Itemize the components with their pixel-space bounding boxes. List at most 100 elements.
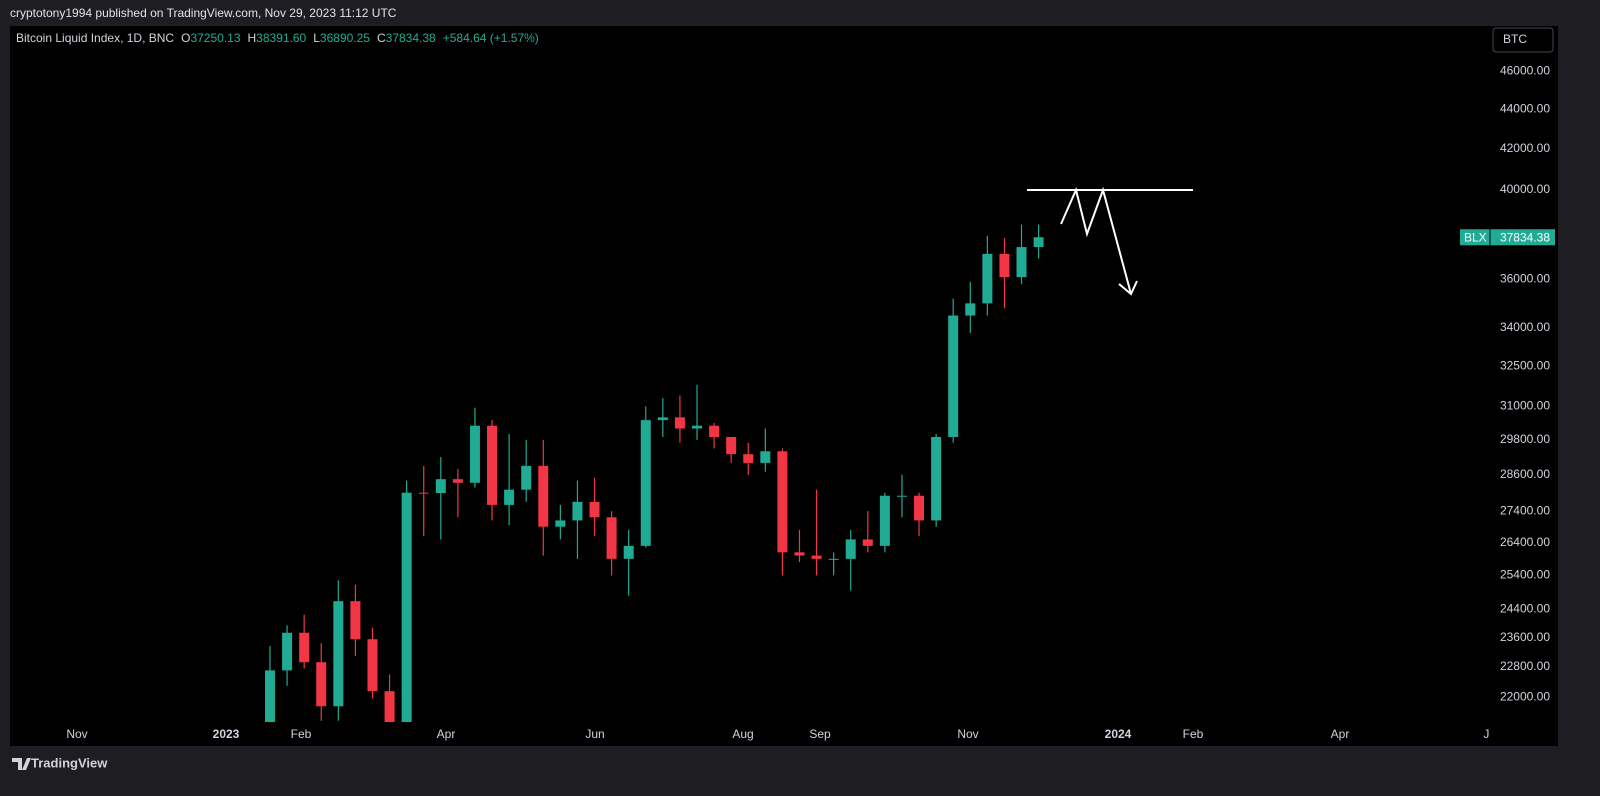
x-axis: Nov 2023 Feb Apr Jun Aug Sep Nov 2024 Feb Apr Jun xyxy=(66,727,1502,741)
candle-body xyxy=(999,253,1010,278)
x-tick-label: Nov xyxy=(66,727,87,741)
y-tick-label: 24400.00 xyxy=(1500,602,1550,616)
x-tick-label: Sep xyxy=(809,727,831,741)
y-tick-label: 40000.00 xyxy=(1500,182,1550,196)
x-tick-label: 2024 xyxy=(1105,727,1132,741)
candle-body xyxy=(709,425,720,437)
candle-body xyxy=(623,545,634,559)
legend: Bitcoin Liquid Index, 1D, BNC O 37250.13 H… xyxy=(16,31,539,45)
last-price-tag: BLX 37834.38 xyxy=(1460,229,1555,246)
price-tag-bg xyxy=(1460,229,1555,246)
candle-body xyxy=(657,417,668,421)
y-tick-label: 32500.00 xyxy=(1500,358,1550,372)
y-tick-label: 36000.00 xyxy=(1500,272,1550,286)
candle-body xyxy=(1033,237,1044,248)
x-tick-label: 2023 xyxy=(213,727,240,741)
x-tick-label: Jun xyxy=(1483,727,1502,741)
legend-value: 37834.38 xyxy=(386,31,436,45)
y-tick-label: 26400.00 xyxy=(1500,535,1550,549)
candle-body xyxy=(879,495,890,546)
legend-value: 36890.25 xyxy=(320,31,370,45)
candle-body xyxy=(265,670,275,722)
y-tick-label: 31000.00 xyxy=(1500,399,1550,413)
candle-body xyxy=(401,492,412,722)
candle-body xyxy=(299,632,310,663)
candle-body xyxy=(469,425,480,483)
candle-body xyxy=(692,425,702,429)
y-tick-label: 22000.00 xyxy=(1500,690,1550,704)
candles xyxy=(265,224,1044,722)
legend-title: Bitcoin Liquid Index, 1D, BNC xyxy=(16,31,174,45)
arrow-head xyxy=(1118,280,1138,296)
candle-body xyxy=(384,691,395,722)
candle-body xyxy=(333,601,344,707)
x-tick-label: Jun xyxy=(585,727,604,741)
x-tick-label: Feb xyxy=(291,727,312,741)
y-tick-label: 34000.00 xyxy=(1500,320,1550,334)
publisher-line: cryptotony1994 published on TradingView.… xyxy=(10,6,397,20)
legend-key: O xyxy=(181,31,190,45)
candle-body xyxy=(435,479,446,494)
candle-body xyxy=(948,315,959,437)
candle-body xyxy=(965,303,976,316)
candle-body xyxy=(811,555,822,559)
axes: 22000.00 22800.00 23600.00 24400.00 25400.00… xyxy=(1460,64,1550,704)
candle-body xyxy=(418,492,429,494)
candle-body xyxy=(674,417,685,429)
drawing-annotation xyxy=(1027,186,1193,296)
candle-body xyxy=(606,517,617,559)
y-tick-label: 42000.00 xyxy=(1500,141,1550,155)
candle-body xyxy=(282,632,293,671)
y-tick-label: 25400.00 xyxy=(1500,568,1550,582)
candle-body xyxy=(726,436,737,455)
chart-panel xyxy=(10,26,1558,746)
candle-body xyxy=(896,495,907,497)
candle-body xyxy=(828,558,839,560)
price-tag-name: BLX xyxy=(1464,230,1487,244)
candle-body xyxy=(1016,247,1027,278)
symbol-button-label[interactable]: BTC xyxy=(1503,32,1527,46)
brand-name: TradingView xyxy=(31,755,108,770)
candle-body xyxy=(743,454,754,463)
candle-body xyxy=(572,501,583,521)
x-tick-label: Nov xyxy=(957,727,978,741)
candle-body xyxy=(845,539,856,559)
candle-body xyxy=(350,601,361,640)
candle-body xyxy=(555,520,566,527)
candle-body xyxy=(538,465,549,527)
legend-key: C xyxy=(377,31,386,45)
legend-key: H xyxy=(248,31,257,45)
legend-change: +584.64 (+1.57%) xyxy=(443,31,539,45)
y-tick-label: 46000.00 xyxy=(1500,64,1550,78)
legend-value: 38391.60 xyxy=(256,31,306,45)
legend-key: L xyxy=(313,31,320,45)
brand-logo xyxy=(12,758,31,770)
candle-body xyxy=(487,425,498,505)
candle-body xyxy=(521,465,532,490)
candle-body xyxy=(589,501,600,518)
y-tick-label: 28600.00 xyxy=(1500,467,1550,481)
price-tag-label: 37834.38 xyxy=(1500,230,1550,244)
y-tick-label: 23600.00 xyxy=(1500,630,1550,644)
y-tick-label: 27400.00 xyxy=(1500,503,1550,517)
candle-body xyxy=(982,253,993,304)
x-tick-label: Aug xyxy=(732,727,753,741)
y-tick-label: 44000.00 xyxy=(1500,101,1550,115)
legend-value: 37250.13 xyxy=(190,31,240,45)
candle-body xyxy=(794,552,805,556)
x-tick-label: Apr xyxy=(1331,727,1350,741)
candle-body xyxy=(914,495,925,521)
double-top-path xyxy=(1060,186,1132,295)
symbol-button[interactable] xyxy=(1492,27,1554,53)
x-tick-label: Apr xyxy=(437,727,456,741)
candle-body xyxy=(504,489,515,505)
candle-body xyxy=(367,639,378,692)
candle-body xyxy=(862,539,873,546)
y-tick-label: 22800.00 xyxy=(1500,659,1550,673)
candle-body xyxy=(931,436,942,521)
candle-body xyxy=(777,451,788,553)
y-tick-label: 29800.00 xyxy=(1500,432,1550,446)
x-tick-label: Feb xyxy=(1183,727,1204,741)
